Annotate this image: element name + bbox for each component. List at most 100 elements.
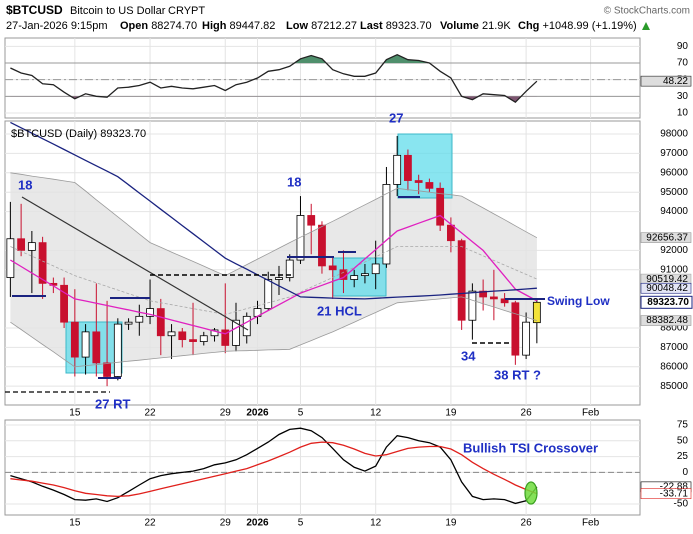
- candle-body: [479, 290, 488, 298]
- candle-body: [232, 319, 240, 346]
- candle-body: [178, 331, 187, 341]
- x-tick-label: 19: [445, 408, 457, 419]
- annotation: Swing Low: [547, 294, 610, 308]
- x-tick-label: Feb: [582, 408, 600, 419]
- candle-body: [350, 275, 359, 280]
- annotation: 21 HCL: [317, 303, 362, 318]
- quote-value: 21.9K: [482, 20, 511, 32]
- line: [10, 427, 538, 505]
- quote-value: 88274.70: [151, 20, 197, 32]
- tsi-back: [5, 420, 640, 515]
- value-tag-label: 92656.37: [646, 232, 688, 243]
- value-tag: [640, 282, 692, 294]
- candle-body: [414, 180, 423, 183]
- candle-body: [210, 329, 219, 337]
- candle-body: [38, 242, 47, 284]
- candle-body: [425, 182, 434, 189]
- candle-body: [318, 224, 326, 267]
- candle-body: [242, 315, 251, 337]
- y-tick-label: 10: [677, 108, 689, 119]
- candle-body: [404, 154, 412, 181]
- drawings: [5, 196, 545, 505]
- y-tick-label: 0: [682, 467, 688, 478]
- candle-body: [81, 331, 90, 358]
- candle-body: [264, 279, 273, 309]
- x-tick-label: 26: [521, 408, 533, 419]
- candle-body: [103, 362, 111, 377]
- trend-line: [21, 196, 249, 331]
- value-tag-label: 88382.48: [646, 315, 688, 326]
- value-tag-label: -33.71: [660, 488, 689, 499]
- candle-body: [27, 242, 36, 251]
- overbought-fill: [10, 54, 537, 63]
- x-tick-label: 29: [220, 518, 232, 529]
- quote: Chg +1048.99 (+1.19%): [518, 20, 637, 32]
- candle-body: [221, 329, 230, 346]
- candle-body: [70, 321, 79, 358]
- y-tick-label: 98000: [660, 129, 688, 140]
- candle-body: [17, 238, 26, 251]
- overlay-line: [10, 246, 538, 315]
- x-tick-label: 12: [370, 518, 382, 529]
- value-tag: [640, 315, 692, 326]
- symbol: $BTCUSD: [6, 3, 63, 17]
- annotation: 27 RT: [95, 396, 130, 411]
- y-tick-label: 85000: [660, 381, 688, 392]
- quote-label: Last: [360, 20, 383, 32]
- candle-body: [285, 259, 294, 278]
- overlay-line: [10, 296, 538, 368]
- candle-body: [500, 298, 509, 304]
- candle-body: [60, 284, 68, 323]
- y-tick-label: 88000: [660, 323, 688, 334]
- quote: Low 87212.27: [286, 20, 357, 32]
- candle-body: [468, 290, 477, 321]
- x-tick-label: 5: [298, 518, 304, 529]
- overlay-line: [10, 172, 538, 277]
- candle-body: [436, 187, 445, 226]
- x-tick-label: 26: [521, 518, 533, 529]
- quote-label: Open: [120, 20, 148, 32]
- quote-label: Volume: [440, 20, 479, 32]
- y-tick-label: 97000: [660, 148, 688, 159]
- y-tick-label: 92000: [660, 245, 688, 256]
- y-tick-label: 94000: [660, 206, 688, 217]
- candle-body: [489, 296, 498, 300]
- value-tag-label: -22.88: [660, 482, 689, 493]
- quote-label: Chg: [518, 20, 539, 32]
- candle-body: [167, 331, 176, 337]
- candle-body: [382, 184, 391, 265]
- x-tick-label: 12: [370, 408, 382, 419]
- quote: Last 89323.70: [360, 20, 432, 32]
- candle-body: [113, 323, 122, 377]
- y-tick-label: 86000: [660, 361, 688, 372]
- exchange: CRYPT: [168, 5, 205, 17]
- candle-body: [124, 321, 133, 325]
- candle-body: [393, 154, 402, 185]
- value-tag-label: 90519.42: [646, 274, 688, 285]
- line: [10, 53, 538, 104]
- value-tag-label: 48.22: [663, 76, 688, 87]
- x-tick-label: 15: [69, 408, 81, 419]
- quote: Open 88274.70: [120, 20, 197, 32]
- x-tick-label: 2026: [246, 518, 269, 529]
- y-tick-label: 96000: [660, 167, 688, 178]
- value-tag: [640, 488, 692, 500]
- copyright: © StockCharts.com: [604, 6, 690, 17]
- annotation: 18: [287, 174, 301, 189]
- line: [10, 441, 538, 498]
- x-tick-label: 2026: [246, 408, 269, 419]
- value-tag-label: 90048.42: [646, 283, 688, 294]
- crossover-marker: [524, 481, 538, 505]
- quote: Volume 21.9K: [440, 20, 511, 32]
- quotes: Open 88274.70 High 89447.82 Low 87212.27 La…: [120, 20, 637, 32]
- instrument-name: Bitcoin to US Dollar: [70, 5, 166, 17]
- quote-label: Low: [286, 20, 308, 32]
- candle-body: [361, 273, 369, 277]
- value-tag: [640, 232, 692, 243]
- rsi-back: [5, 38, 640, 118]
- up-arrow: [642, 22, 650, 30]
- candle-body: [135, 315, 144, 323]
- overlay-line: [10, 214, 538, 335]
